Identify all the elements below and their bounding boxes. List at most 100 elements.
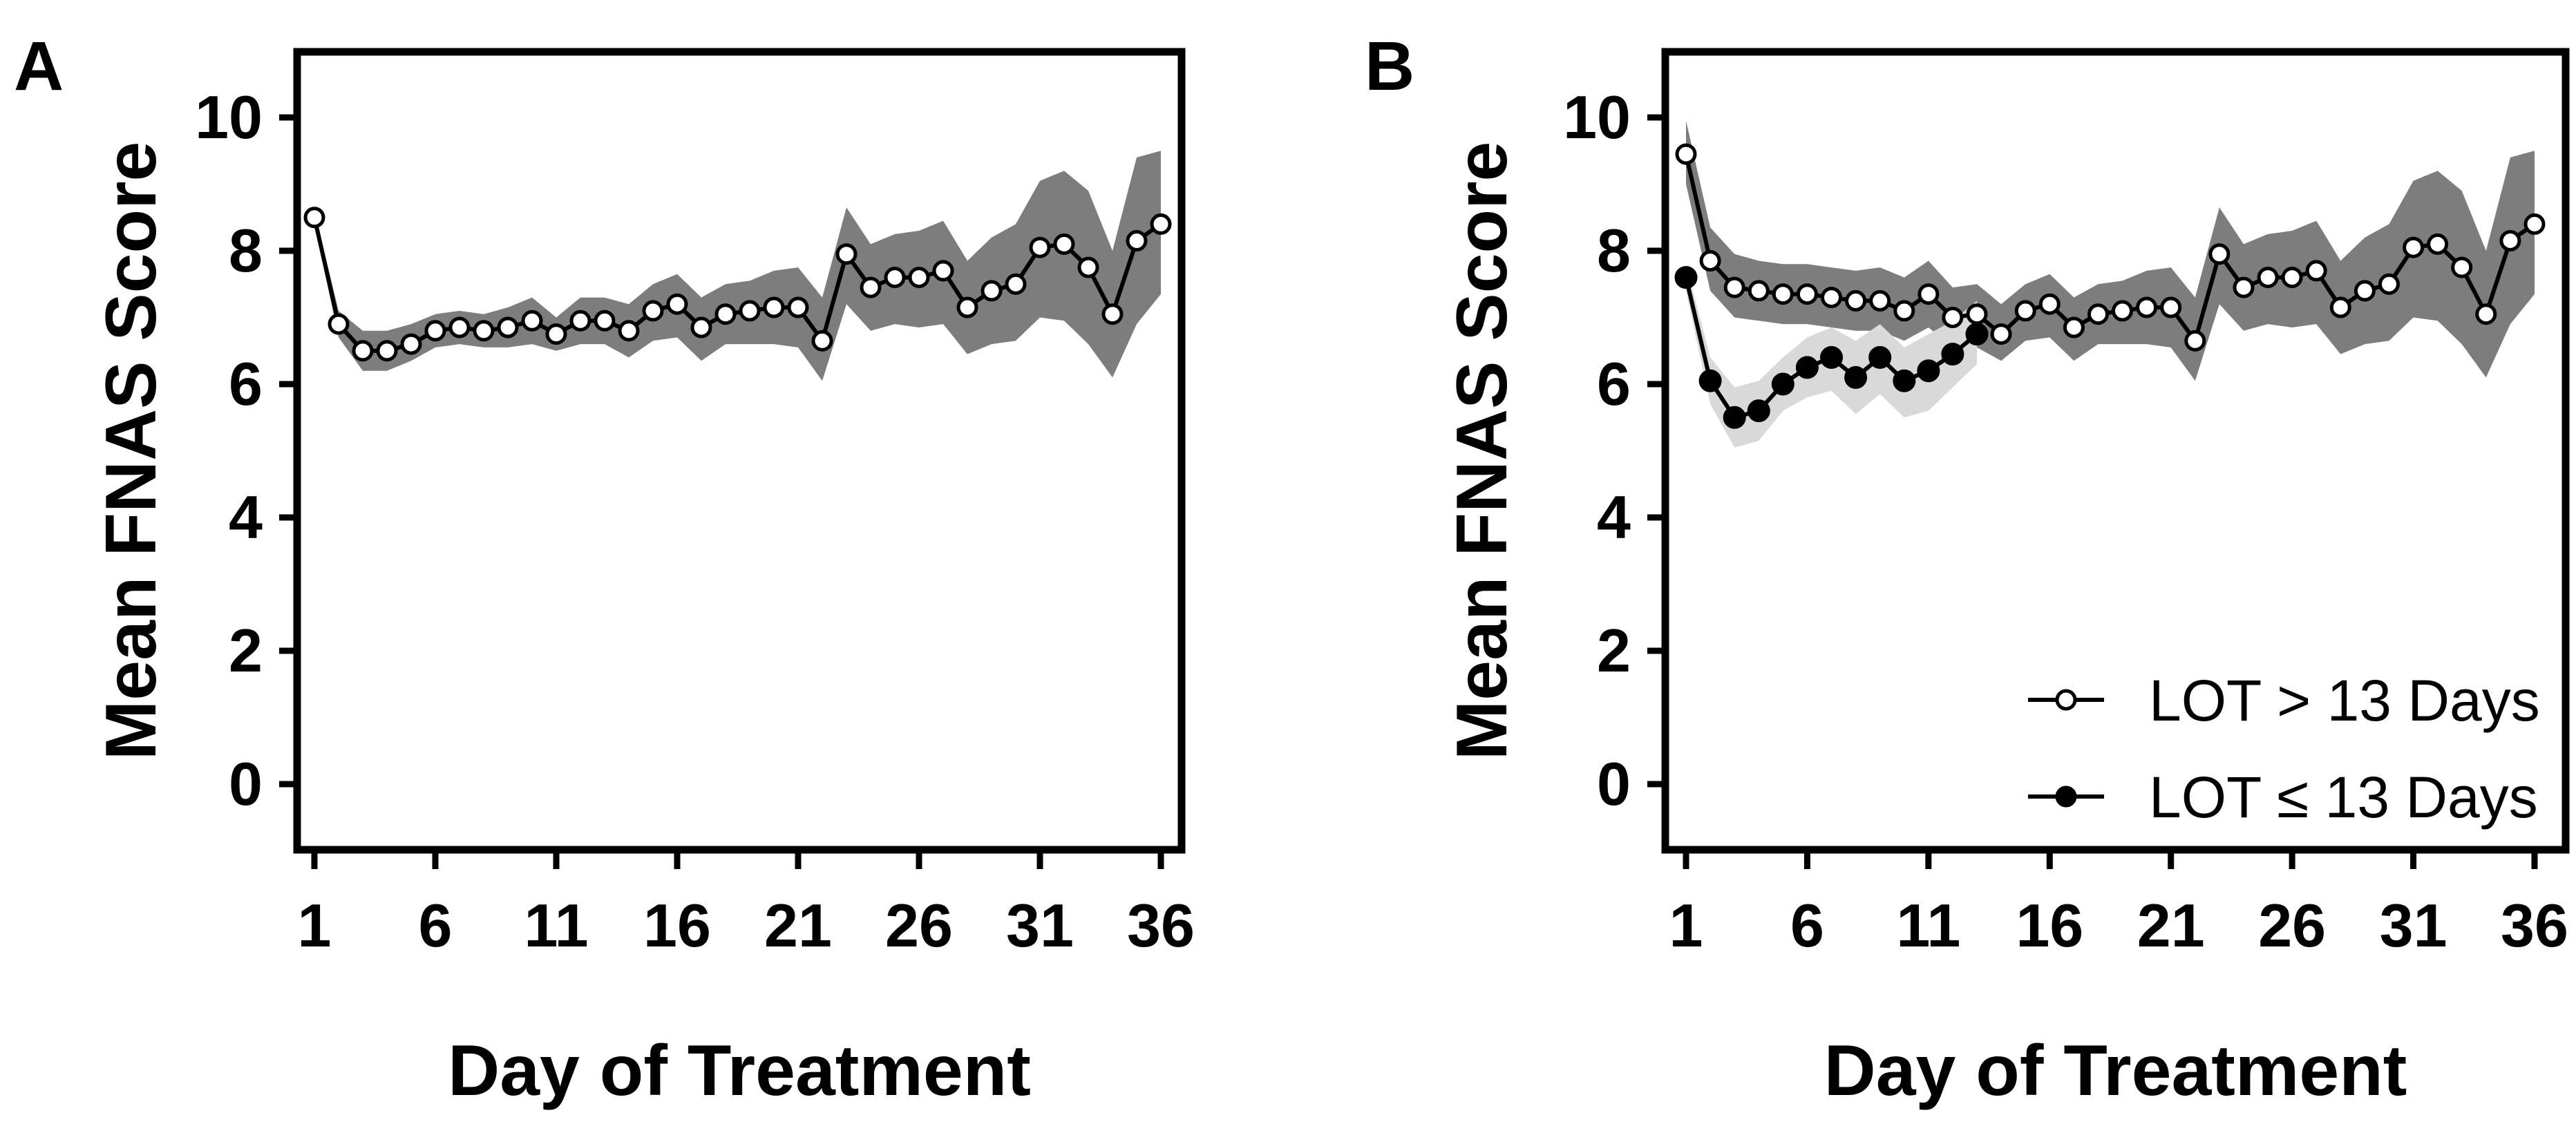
panel-b-y-tick-label: 10 [1563, 83, 1631, 151]
panel-a-point-long-day-11 [545, 323, 567, 345]
panel-b-point-long-day-4 [1748, 280, 1770, 302]
panel-a-x-tick-label: 21 [764, 891, 832, 960]
panel-b-point-long-day-15 [2014, 300, 2036, 322]
panel-a-point-long-day-35 [1126, 230, 1148, 251]
panel-a-ci-band-long [314, 151, 1161, 381]
panel-b-point-long-day-14 [1990, 323, 2012, 345]
panel-a-x-tick-label: 11 [524, 891, 588, 960]
panel-b-point-long-day-17 [2063, 316, 2085, 339]
panel-b-x-tick-label: 1 [1669, 891, 1703, 960]
panel-a-point-long-day-22 [811, 330, 833, 352]
legend-item-short: LOT ≤ 13 Days [2028, 765, 2538, 830]
panel-b-point-long-day-2 [1699, 250, 1721, 272]
panel-a-point-long-day-36 [1150, 213, 1172, 235]
panel-b-x-tick-label: 16 [2016, 891, 2083, 960]
panel-a-point-long-day-31 [1029, 236, 1051, 258]
panel-a-point-long-day-15 [642, 300, 664, 322]
panel-b-y-tick-label: 8 [1597, 216, 1631, 285]
panel-a-point-long-day-20 [763, 296, 785, 318]
panel-b-y-ticks: 0 2 4 6 8 10 [1563, 83, 1665, 818]
panel-b-point-long-day-3 [1723, 276, 1745, 298]
panel-a-point-long-day-29 [981, 280, 1003, 302]
panel-a-point-long-day-6 [424, 320, 446, 342]
panel-b-x-tick-label: 36 [2501, 891, 2568, 960]
panel-a-x-tick-label: 36 [1127, 891, 1195, 960]
panel-a-point-long-day-12 [569, 310, 591, 332]
panel-b-point-long-day-5 [1772, 283, 1794, 305]
panel-b-point-long-day-11 [1917, 283, 1940, 305]
panel-b-point-long-day-9 [1869, 289, 1891, 312]
panel-b-point-long-day-27 [2305, 260, 2327, 282]
panel-a-point-long-day-24 [860, 276, 882, 298]
panel-b-legend: LOT > 13 Days LOT ≤ 13 Days [2028, 668, 2540, 830]
panel-b-point-long-day-28 [2329, 296, 2351, 318]
panel-a-point-long-day-5 [400, 333, 422, 355]
panel-a-point-long-day-14 [618, 320, 640, 342]
panel-b-point-short-day-4 [1747, 399, 1770, 423]
panel-b-point-short-day-7 [1820, 345, 1843, 369]
panel-b-point-long-day-19 [2112, 300, 2133, 322]
panel-a-point-long-day-23 [835, 243, 858, 265]
panel-a-y-tick-label: 6 [229, 350, 263, 418]
panel-a-y-tick-label: 4 [229, 483, 263, 551]
legend-label-long: LOT > 13 Days [2149, 668, 2540, 733]
panel-a-point-long-day-3 [352, 340, 374, 362]
panel-b-point-short-day-9 [1868, 345, 1892, 369]
panel-a-point-long-day-2 [328, 313, 350, 335]
panel-a-y-tick-label: 0 [229, 750, 263, 818]
panel-a-point-long-day-32 [1053, 233, 1075, 255]
panel-a-point-long-day-7 [448, 316, 471, 339]
panel-a-point-long-day-19 [739, 300, 761, 322]
panel-a-point-long-day-1 [303, 207, 325, 229]
panel-a-x-tick-label: 1 [298, 891, 332, 960]
panel-b-markers [1674, 143, 2546, 429]
panel-b-y-tick-label: 6 [1597, 350, 1631, 418]
panel-b-point-long-day-7 [1821, 287, 1842, 309]
legend-item-long: LOT > 13 Days [2028, 668, 2540, 733]
panel-b-point-long-day-12 [1942, 307, 1964, 328]
panel-a-x-tick-label: 31 [1006, 891, 1074, 960]
panel-letter-a: A [14, 28, 64, 105]
panel-b-point-long-day-22 [2184, 330, 2206, 352]
panel-b-point-long-day-31 [2403, 236, 2425, 258]
panel-a-point-long-day-28 [956, 296, 978, 318]
panel-a-point-long-day-33 [1077, 256, 1099, 278]
panel-a-x-axis-title: Day of Treatment [448, 1031, 1031, 1111]
panel-a-y-axis-title: Mean FNAS Score [91, 142, 171, 761]
panel-b-point-long-day-34 [2475, 303, 2497, 325]
panel-a-point-long-day-25 [884, 267, 906, 289]
panel-b-x-axis-title: Day of Treatment [1824, 1031, 2407, 1111]
panel-a-x-tick-label: 16 [643, 891, 711, 960]
panel-b-point-long-day-30 [2378, 273, 2400, 295]
panel-b-point-long-day-32 [2427, 233, 2449, 255]
panel-b-x-tick-label: 11 [1896, 891, 1960, 960]
panel-b-point-short-day-13 [1965, 323, 1989, 346]
panel-a-point-long-day-27 [932, 260, 954, 282]
panel-a-plot-frame [293, 48, 1186, 854]
panel-a-point-long-day-9 [497, 316, 519, 339]
panel-b-point-long-day-25 [2257, 267, 2279, 289]
panel-a-x-ticks: 1 6 11 16 21 26 31 36 [298, 850, 1195, 960]
panel-a-point-long-day-26 [908, 267, 930, 289]
panel-b-point-long-day-13 [1966, 303, 1988, 325]
panel-b-point-short-day-1 [1674, 266, 1698, 289]
legend-closed-marker-icon [2055, 786, 2077, 808]
panel-b-point-long-day-24 [2233, 276, 2255, 298]
panel-b-y-tick-label: 0 [1597, 750, 1631, 818]
panel-a-x-tick-label: 26 [885, 891, 953, 960]
panel-a-point-long-day-8 [473, 320, 495, 342]
panel-a-y-tick-label: 8 [229, 216, 263, 285]
panel-b-y-tick-label: 4 [1597, 483, 1631, 551]
panel-b-x-tick-label: 21 [2137, 891, 2205, 960]
panel-b-plot-frame [1661, 48, 2570, 854]
panel-b-x-tick-label: 26 [2258, 891, 2326, 960]
panel-b-point-short-day-8 [1844, 365, 1868, 389]
panel-a-point-long-day-13 [594, 310, 616, 332]
panel-b-point-long-day-36 [2523, 213, 2546, 235]
panel-b-point-short-day-2 [1698, 369, 1722, 392]
panel-b-point-long-day-20 [2136, 296, 2158, 318]
panel-b-point-long-day-6 [1796, 283, 1818, 305]
panel-b-point-short-day-3 [1723, 406, 1746, 429]
panel-a-point-long-day-16 [666, 293, 688, 315]
